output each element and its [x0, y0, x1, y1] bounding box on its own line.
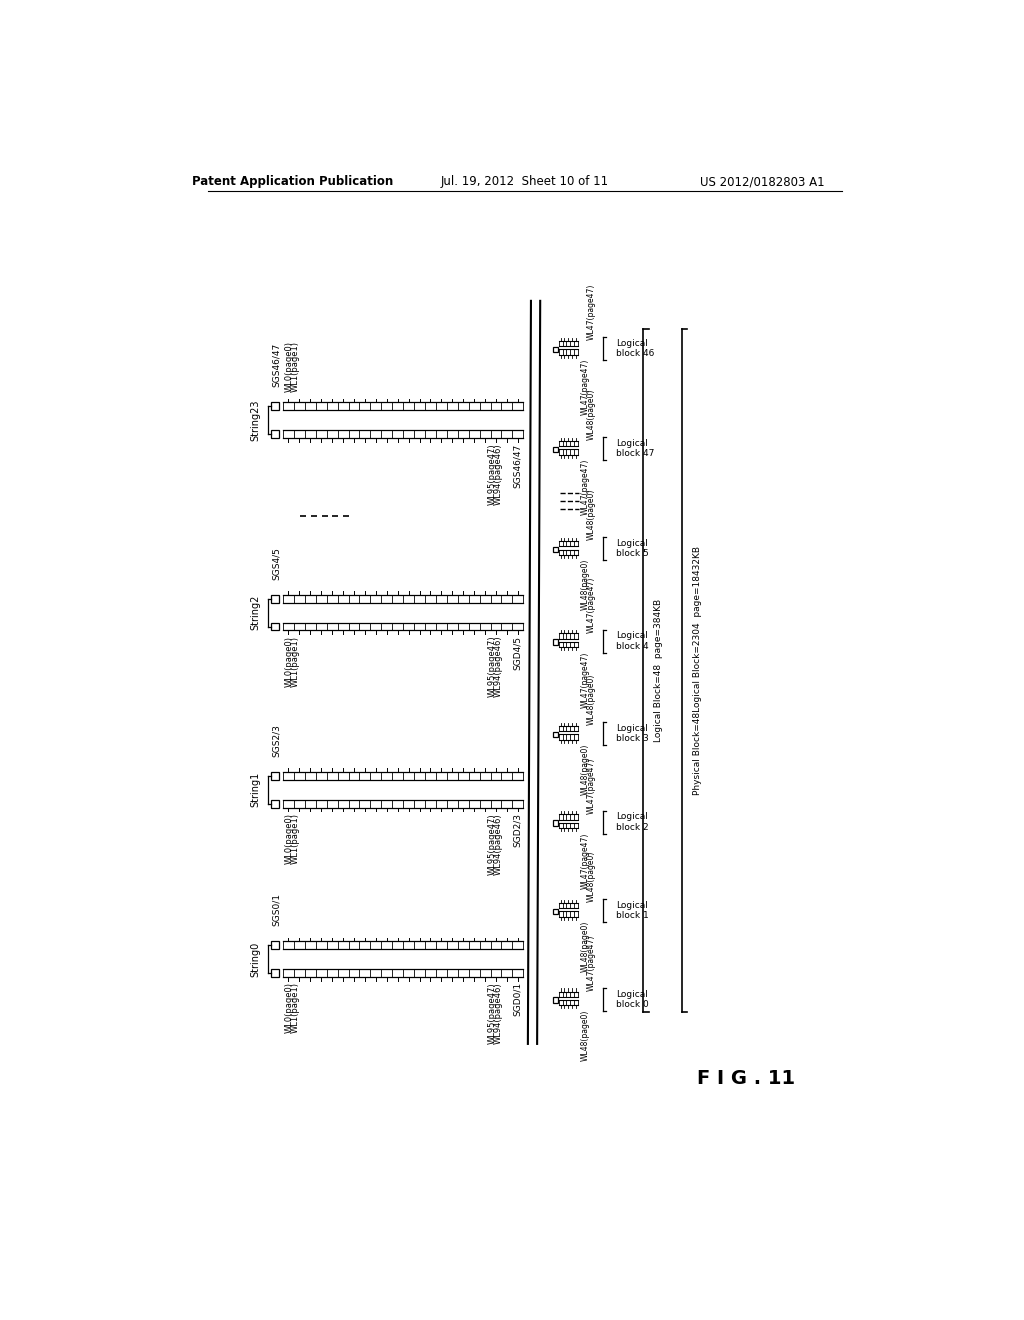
Bar	[271, 800, 280, 808]
Text: WL0(page0): WL0(page0)	[285, 342, 294, 392]
Text: WL1(page1): WL1(page1)	[291, 982, 300, 1034]
Text: WL95(page47): WL95(page47)	[488, 982, 497, 1044]
Text: Logical
block 47: Logical block 47	[616, 440, 654, 458]
Text: Patent Application Publication: Patent Application Publication	[191, 176, 393, 187]
Text: Logical
block 1: Logical block 1	[616, 902, 649, 920]
Text: Logical
block 3: Logical block 3	[616, 723, 649, 743]
Text: SGS46/47: SGS46/47	[513, 444, 521, 487]
Text: US 2012/0182803 A1: US 2012/0182803 A1	[699, 176, 824, 187]
Text: WL47(page47): WL47(page47)	[581, 832, 590, 888]
Text: Physical Block=48Logical Block=2304  page=18432KB: Physical Block=48Logical Block=2304 page…	[693, 546, 701, 795]
Bar	[553, 546, 558, 552]
Bar	[553, 820, 558, 825]
Bar	[553, 731, 558, 737]
Text: Logical
block 4: Logical block 4	[616, 631, 649, 651]
Text: WL95(page47): WL95(page47)	[488, 444, 497, 506]
Bar	[553, 446, 558, 453]
Text: String23: String23	[250, 400, 260, 441]
Text: Logical
block 2: Logical block 2	[616, 812, 649, 832]
Text: SGS46/47: SGS46/47	[272, 343, 282, 387]
Text: SGD4/5: SGD4/5	[513, 636, 521, 669]
Text: WL47(page47): WL47(page47)	[581, 459, 590, 515]
Bar	[271, 969, 280, 977]
Text: WL47(page47): WL47(page47)	[581, 359, 590, 414]
Bar	[553, 639, 558, 644]
Text: WL0(page0): WL0(page0)	[285, 636, 294, 686]
Text: String0: String0	[250, 941, 260, 977]
Text: SGS4/5: SGS4/5	[272, 546, 282, 579]
Bar	[271, 623, 280, 631]
Text: WL47(page47): WL47(page47)	[581, 651, 590, 708]
Text: Jul. 19, 2012  Sheet 10 of 11: Jul. 19, 2012 Sheet 10 of 11	[440, 176, 609, 187]
Text: WL48(page0): WL48(page0)	[587, 389, 596, 441]
Text: WL1(page1): WL1(page1)	[291, 636, 300, 686]
Text: WL1(page1): WL1(page1)	[291, 813, 300, 863]
Text: WL48(page0): WL48(page0)	[581, 921, 590, 972]
Text: WL1(page1): WL1(page1)	[291, 342, 300, 392]
Text: WL47(page47): WL47(page47)	[587, 935, 596, 991]
Text: WL95(page47): WL95(page47)	[488, 636, 497, 697]
Text: WL48(page0): WL48(page0)	[581, 558, 590, 610]
Text: WL94(page46): WL94(page46)	[495, 813, 503, 875]
Text: WL0(page0): WL0(page0)	[285, 982, 294, 1034]
Text: SGS0/1: SGS0/1	[272, 894, 282, 927]
Text: WL47(page47): WL47(page47)	[587, 758, 596, 813]
Bar	[271, 941, 280, 949]
Bar	[271, 430, 280, 438]
Text: Logical
block 46: Logical block 46	[616, 339, 654, 358]
Text: String2: String2	[250, 595, 260, 631]
Bar	[553, 908, 558, 915]
Text: WL48(page0): WL48(page0)	[587, 488, 596, 540]
Bar	[553, 998, 558, 1003]
Text: Logical Block=48  page=384KB: Logical Block=48 page=384KB	[654, 599, 664, 742]
Text: WL48(page0): WL48(page0)	[581, 743, 590, 795]
Bar	[271, 403, 280, 411]
Bar	[271, 772, 280, 780]
Text: WL47(page47): WL47(page47)	[587, 284, 596, 341]
Text: SGD2/3: SGD2/3	[513, 813, 521, 847]
Text: SGD0/1: SGD0/1	[513, 982, 521, 1016]
Text: String1: String1	[250, 772, 260, 808]
Text: WL48(page0): WL48(page0)	[587, 673, 596, 725]
Text: WL94(page46): WL94(page46)	[495, 636, 503, 697]
Text: WL94(page46): WL94(page46)	[495, 444, 503, 506]
Text: Logical
block 0: Logical block 0	[616, 990, 649, 1008]
Bar	[271, 595, 280, 603]
Text: WL48(page0): WL48(page0)	[587, 851, 596, 903]
Text: WL47(page47): WL47(page47)	[587, 577, 596, 632]
Text: F I G . 11: F I G . 11	[697, 1069, 796, 1088]
Text: WL0(page0): WL0(page0)	[285, 813, 294, 863]
Text: WL48(page0): WL48(page0)	[581, 1010, 590, 1061]
Text: WL94(page46): WL94(page46)	[495, 982, 503, 1044]
Text: WL95(page47): WL95(page47)	[488, 813, 497, 875]
Text: SGS2/3: SGS2/3	[272, 723, 282, 756]
Text: Logical
block 5: Logical block 5	[616, 539, 649, 558]
Bar	[553, 347, 558, 352]
